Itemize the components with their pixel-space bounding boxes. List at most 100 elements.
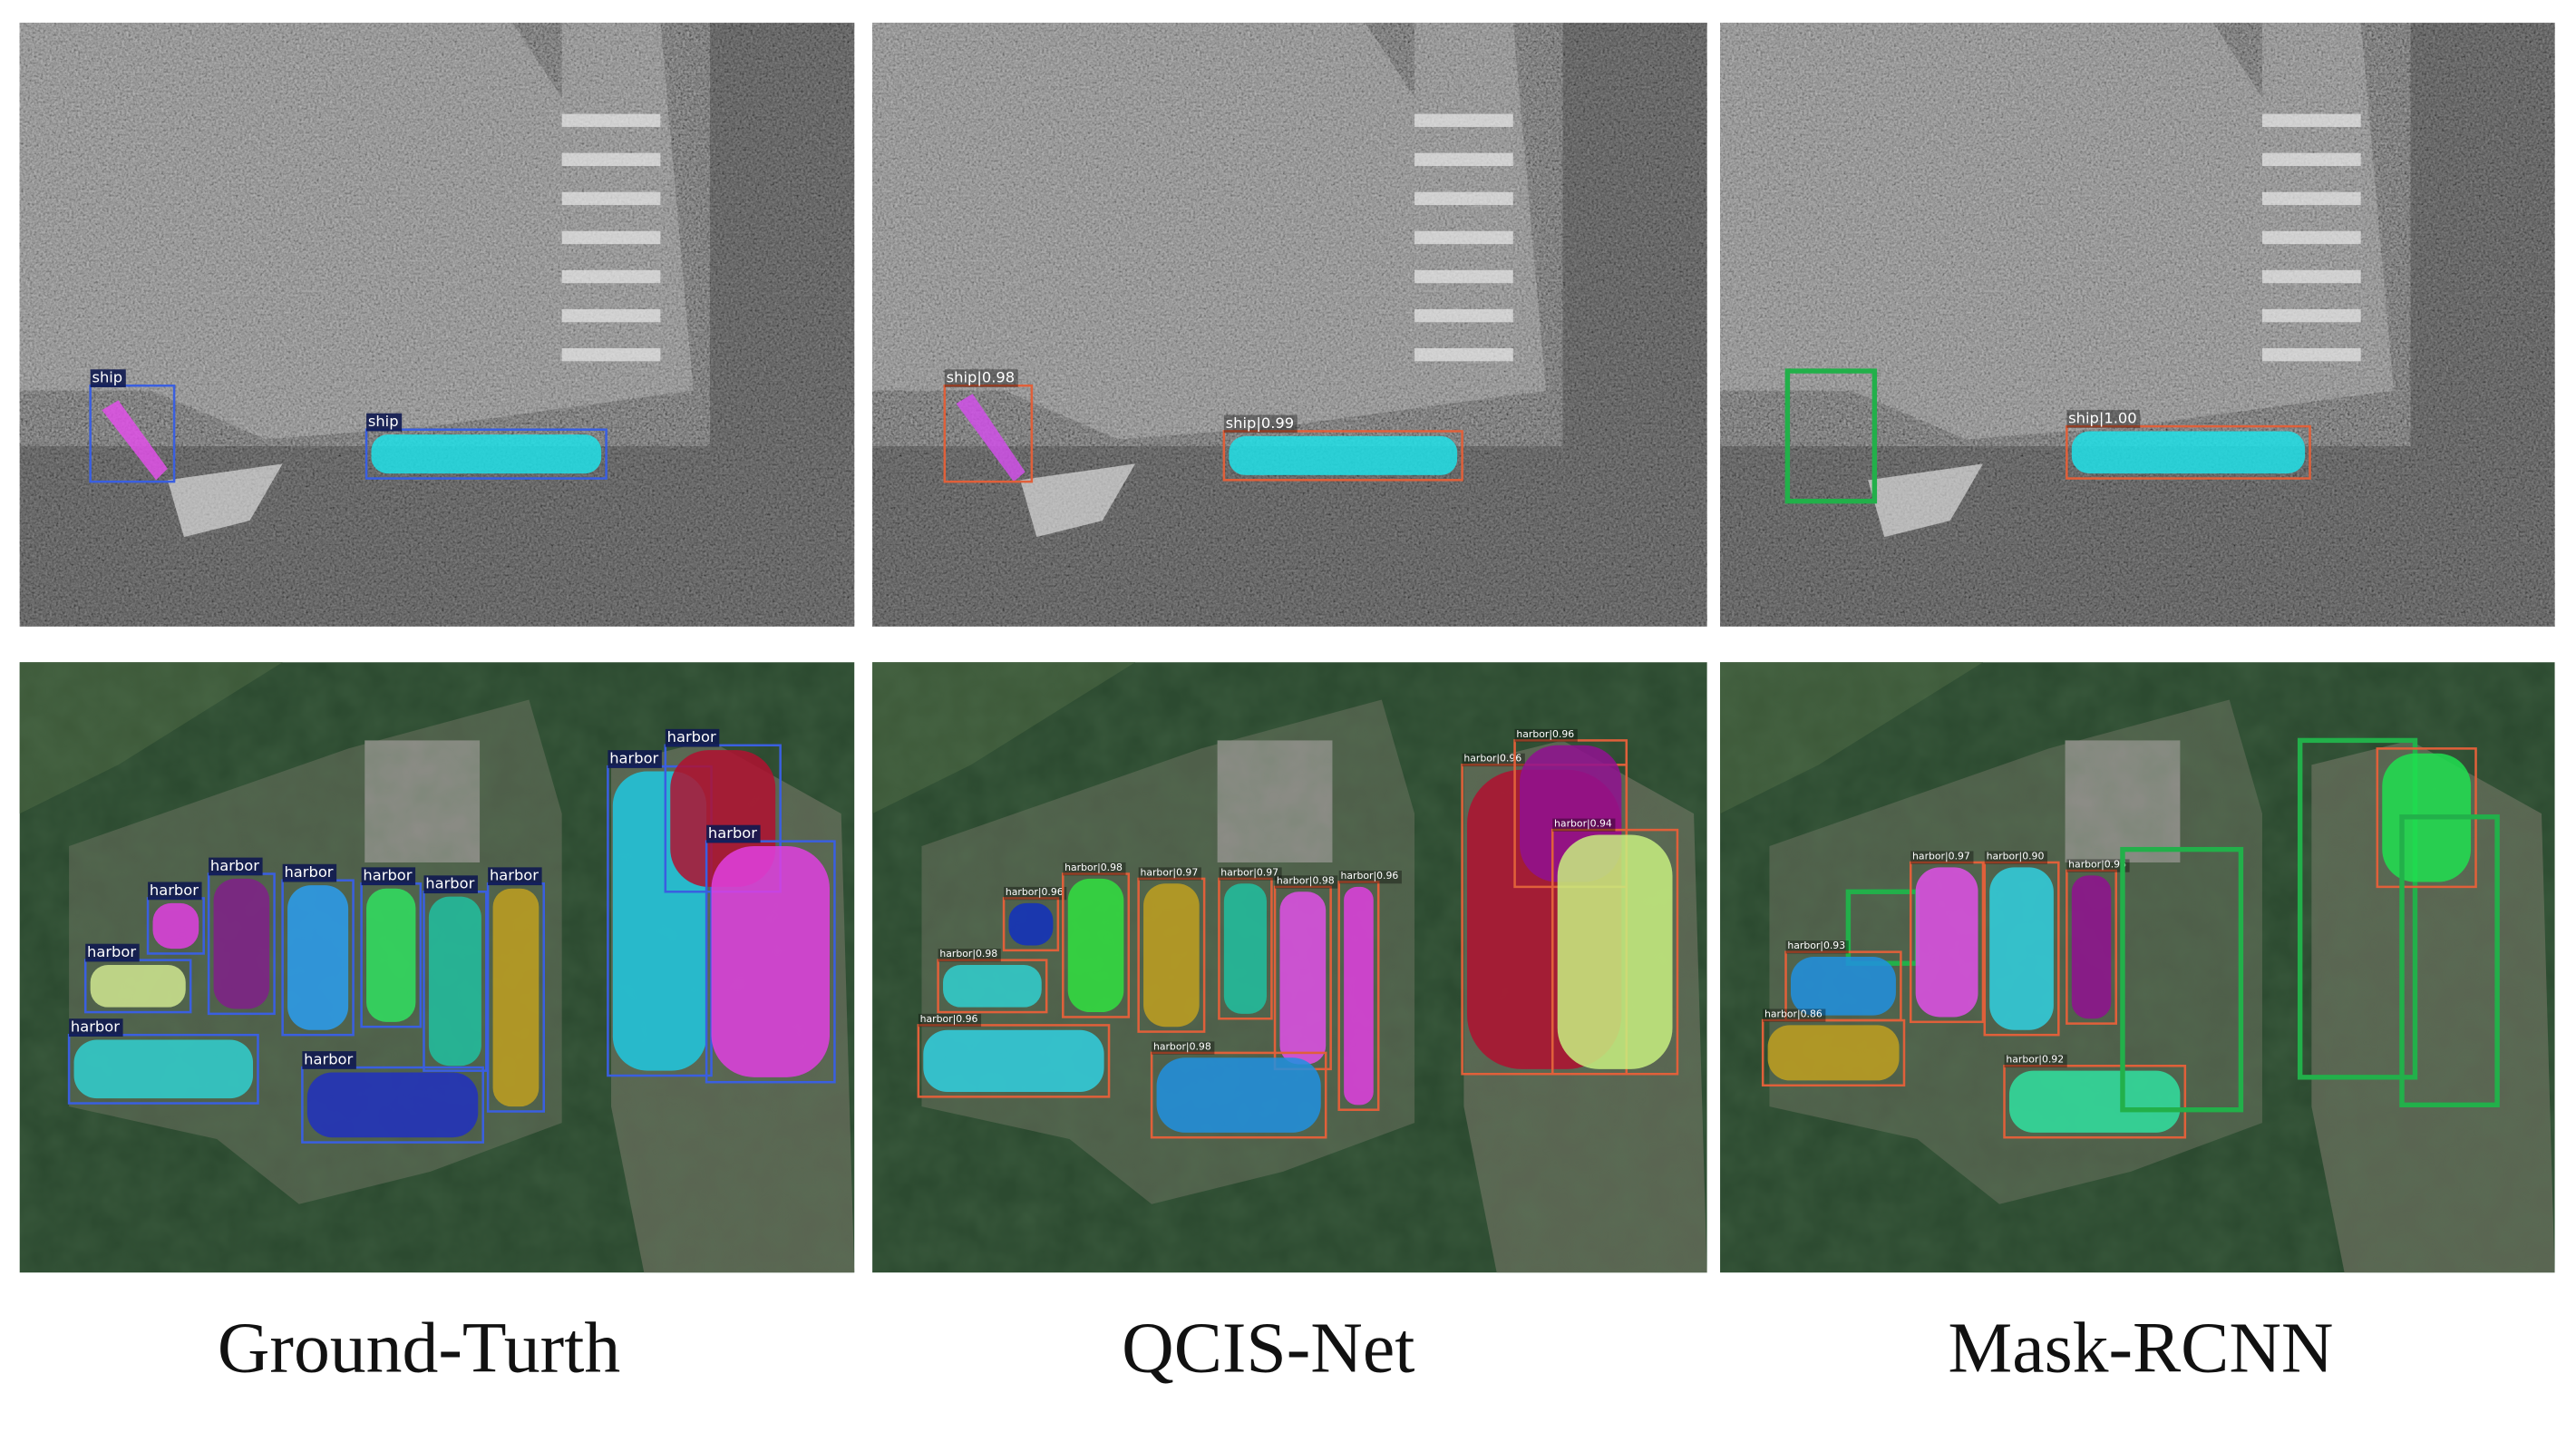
detection xyxy=(1784,368,1878,504)
figure-content: Ground-Turth QCIS-Net Mask-RCNN ship ship… xyxy=(19,23,2555,1388)
dock-bright xyxy=(1020,463,1136,538)
caption: Ground-Turth xyxy=(218,1309,620,1388)
box-label: harbor|0.96 xyxy=(920,1013,978,1025)
label-background xyxy=(665,728,720,747)
pier xyxy=(561,269,661,284)
bounding-box xyxy=(1337,881,1380,1111)
pier xyxy=(2261,308,2361,323)
detection: harbor xyxy=(83,943,192,1014)
mask xyxy=(492,888,540,1107)
pier xyxy=(561,308,661,323)
mask xyxy=(1229,435,1458,475)
detection: harbor|0.86 xyxy=(1761,1008,1906,1087)
box-label: ship xyxy=(368,413,399,430)
box-label: harbor xyxy=(609,750,658,767)
label-background xyxy=(1138,867,1201,881)
pier xyxy=(1414,308,1513,323)
dock-bright xyxy=(1868,463,1983,538)
pier xyxy=(2261,269,2361,284)
bounding-box xyxy=(1550,828,1679,1076)
label-background xyxy=(608,750,662,768)
pier xyxy=(561,152,661,167)
box-label: ship xyxy=(92,369,122,386)
label-background xyxy=(1338,870,1402,884)
bounding-box xyxy=(2066,869,2117,1025)
detection: harbor xyxy=(281,863,355,1037)
box-label: harbor|0.96 xyxy=(1516,728,1574,740)
label-background xyxy=(1984,851,2048,864)
detection: ship|0.99 xyxy=(1222,414,1463,482)
bounding-box xyxy=(1150,1051,1327,1139)
detection: harbor xyxy=(301,1051,484,1144)
label-background xyxy=(1514,728,1578,743)
mask xyxy=(1557,834,1673,1069)
label-background xyxy=(938,949,1001,962)
box-label: harbor|0.97 xyxy=(1140,866,1198,878)
caption: Mask-RCNN xyxy=(1948,1309,2333,1388)
bounding-box xyxy=(365,428,608,480)
mask xyxy=(2071,431,2306,474)
label-background xyxy=(1004,886,1067,901)
mask xyxy=(73,1039,254,1099)
mask xyxy=(943,965,1042,1008)
pier xyxy=(1414,113,1513,127)
pier xyxy=(2261,230,2361,245)
detection: ship|1.00 xyxy=(2066,410,2311,480)
mask xyxy=(306,1072,479,1138)
pier xyxy=(561,191,661,206)
mask xyxy=(2008,1070,2181,1133)
detection: harbor|0.98 xyxy=(937,948,1048,1014)
box-label: harbor|0.97 xyxy=(1912,850,1970,862)
pier xyxy=(561,347,661,362)
pier xyxy=(2261,191,2361,206)
label-background xyxy=(706,824,761,843)
detection: ship xyxy=(365,413,608,480)
detection: harbor xyxy=(486,867,546,1113)
pier xyxy=(1414,191,1513,206)
caption: QCIS-Net xyxy=(1122,1309,1414,1388)
label-background xyxy=(1763,1008,1826,1022)
detection xyxy=(2297,737,2418,1080)
bounding-box xyxy=(1784,368,1878,504)
pier xyxy=(1414,269,1513,284)
mask xyxy=(1767,1025,1900,1081)
detection: harbor|0.96 xyxy=(1002,886,1067,952)
box-label: harbor xyxy=(363,867,412,884)
box-label: harbor xyxy=(210,857,259,874)
bounding-box xyxy=(2399,814,2500,1108)
bounding-box xyxy=(1218,877,1273,1020)
box-label: harbor|0.96 xyxy=(1006,886,1064,898)
pier xyxy=(2261,113,2361,127)
label-background xyxy=(302,1051,356,1069)
mask xyxy=(102,400,168,481)
label-background xyxy=(69,1018,123,1037)
box-label: harbor|0.92 xyxy=(2006,1054,2064,1066)
sar-panel xyxy=(19,23,855,627)
detection: harbor xyxy=(423,875,488,1072)
label-background xyxy=(282,863,337,882)
box-label: harbor xyxy=(490,867,539,884)
bounding-box xyxy=(67,1033,259,1105)
detection: harbor|0.98 xyxy=(1150,1040,1327,1139)
detection: harbor|0.96 xyxy=(2066,858,2130,1025)
mask xyxy=(1915,867,1978,1018)
detection: harbor|0.93 xyxy=(1784,940,1902,1022)
bounding-box xyxy=(301,1066,484,1144)
mask xyxy=(923,1029,1104,1092)
detection: harbor xyxy=(207,857,276,1016)
mask xyxy=(1790,957,1896,1016)
bounding-box xyxy=(1761,1018,1906,1087)
box-label: harbor xyxy=(708,824,757,842)
box-label: ship|0.98 xyxy=(947,369,1015,386)
box-label: harbor xyxy=(87,943,136,960)
box-label: harbor xyxy=(425,875,474,892)
bounding-box xyxy=(917,1024,1111,1098)
label-background xyxy=(423,875,478,894)
bounding-box xyxy=(2297,737,2418,1080)
bounding-box xyxy=(943,384,1034,483)
pier xyxy=(1414,230,1513,245)
mask xyxy=(371,434,602,474)
box-label: harbor|0.98 xyxy=(1277,874,1335,886)
mask xyxy=(1223,883,1267,1014)
